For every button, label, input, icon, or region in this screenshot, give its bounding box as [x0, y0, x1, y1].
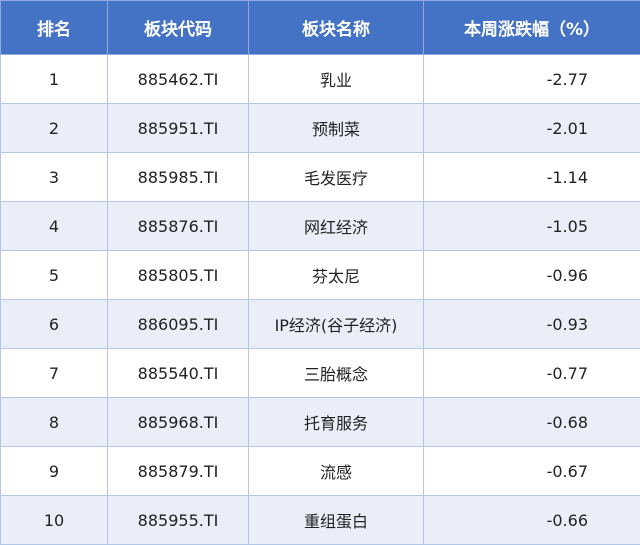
- code-cell: 885462.TI: [108, 55, 249, 104]
- change-cell: -0.66: [424, 496, 640, 545]
- name-cell: 芬太尼: [249, 251, 424, 300]
- change-cell: -0.67: [424, 447, 640, 496]
- header-code: 板块代码: [108, 1, 249, 55]
- change-cell: -0.68: [424, 398, 640, 447]
- code-cell: 885951.TI: [108, 104, 249, 153]
- change-cell: -1.05: [424, 202, 640, 251]
- rank-cell: 2: [1, 104, 108, 153]
- name-cell: 毛发医疗: [249, 153, 424, 202]
- header-row: 排名 板块代码 板块名称 本周涨跌幅（%）: [1, 1, 640, 55]
- name-cell: 流感: [249, 447, 424, 496]
- name-cell: 网红经济: [249, 202, 424, 251]
- name-cell: 乳业: [249, 55, 424, 104]
- code-cell: 885879.TI: [108, 447, 249, 496]
- code-cell: 886095.TI: [108, 300, 249, 349]
- code-cell: 885968.TI: [108, 398, 249, 447]
- code-cell: 885540.TI: [108, 349, 249, 398]
- code-cell: 885876.TI: [108, 202, 249, 251]
- name-cell: 重组蛋白: [249, 496, 424, 545]
- name-cell: 三胎概念: [249, 349, 424, 398]
- rank-cell: 7: [1, 349, 108, 398]
- rank-cell: 5: [1, 251, 108, 300]
- name-cell: 托育服务: [249, 398, 424, 447]
- change-cell: -0.77: [424, 349, 640, 398]
- change-cell: -2.01: [424, 104, 640, 153]
- code-cell: 885955.TI: [108, 496, 249, 545]
- header-rank: 排名: [1, 1, 108, 55]
- rank-cell: 3: [1, 153, 108, 202]
- change-cell: -0.96: [424, 251, 640, 300]
- rank-cell: 6: [1, 300, 108, 349]
- change-cell: -1.14: [424, 153, 640, 202]
- rank-cell: 1: [1, 55, 108, 104]
- change-cell: -0.93: [424, 300, 640, 349]
- name-cell: IP经济(谷子经济): [249, 300, 424, 349]
- header-name: 板块名称: [249, 1, 424, 55]
- header-change: 本周涨跌幅（%）: [424, 1, 640, 55]
- code-cell: 885985.TI: [108, 153, 249, 202]
- rank-cell: 4: [1, 202, 108, 251]
- code-cell: 885805.TI: [108, 251, 249, 300]
- rank-cell: 9: [1, 447, 108, 496]
- rank-cell: 8: [1, 398, 108, 447]
- rank-cell: 10: [1, 496, 108, 545]
- change-cell: -2.77: [424, 55, 640, 104]
- name-cell: 预制菜: [249, 104, 424, 153]
